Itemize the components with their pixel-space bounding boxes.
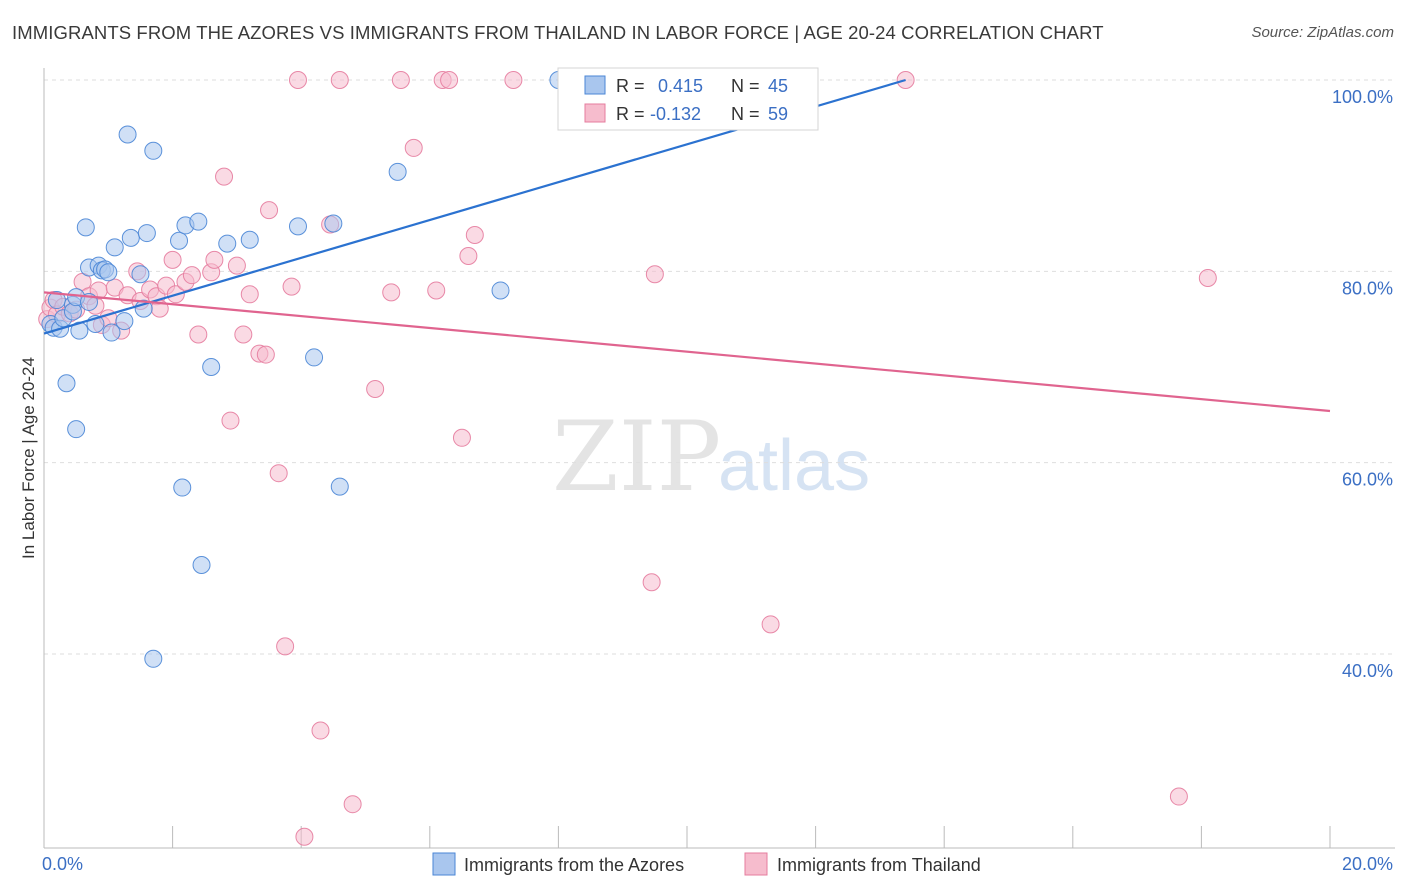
bottom-legend-swatch-thailand <box>744 852 768 876</box>
data-point-thailand <box>459 247 478 266</box>
legend-r-value-azores: 0.415 <box>658 76 703 96</box>
y-tick-label-80: 80.0% <box>1342 278 1393 298</box>
data-point-thailand <box>391 71 410 89</box>
data-point-thailand <box>366 380 385 399</box>
data-point-azores <box>192 556 211 575</box>
series-legend: Immigrants from the Azores Immigrants fr… <box>432 852 981 876</box>
watermark-atlas: atlas <box>718 426 870 506</box>
data-point-azores <box>189 212 208 231</box>
chart-title: IMMIGRANTS FROM THE AZORES VS IMMIGRANTS… <box>12 22 1104 43</box>
data-point-thailand <box>645 265 664 284</box>
gridlines <box>44 79 1395 655</box>
legend-r-label-thailand: R = <box>616 104 645 124</box>
data-point-thailand <box>440 71 459 89</box>
data-point-azores <box>102 323 121 342</box>
data-point-thailand <box>276 637 295 656</box>
data-point-thailand <box>642 573 661 592</box>
data-point-thailand <box>163 250 182 269</box>
data-point-thailand <box>288 71 307 89</box>
data-point-thailand <box>215 167 234 186</box>
data-point-azores <box>491 281 510 300</box>
data-point-thailand <box>343 795 362 814</box>
bottom-legend-swatch-azores <box>432 852 456 876</box>
legend-swatch-thailand <box>584 103 606 123</box>
data-point-thailand <box>1169 787 1188 806</box>
data-point-thailand <box>260 201 279 220</box>
data-point-thailand <box>189 325 208 344</box>
bottom-legend-label-azores: Immigrants from the Azores <box>464 855 684 875</box>
y-tick-label-60: 60.0% <box>1342 470 1393 490</box>
watermark-zip: ZIP <box>552 401 721 513</box>
data-point-azores <box>118 125 137 144</box>
data-point-azores <box>324 214 343 233</box>
data-point-azores <box>202 358 221 376</box>
data-point-azores <box>173 478 192 497</box>
data-point-thailand <box>221 411 240 430</box>
legend-swatch-azores <box>584 75 606 95</box>
legend-r-label-azores: R = <box>616 76 645 96</box>
legend-n-label-azores: N = <box>731 76 760 96</box>
data-point-thailand <box>227 256 246 275</box>
data-point-azores <box>67 420 86 439</box>
trend-line-thailand <box>43 291 1331 413</box>
data-point-azores <box>57 374 76 393</box>
data-point-thailand <box>761 615 780 634</box>
data-point-azores <box>131 265 150 284</box>
x-tick-labels: 0.0% 20.0% <box>42 854 1393 874</box>
data-point-azores <box>330 477 349 496</box>
data-point-thailand <box>404 138 423 157</box>
data-point-thailand <box>205 250 224 269</box>
legend-r-value-thailand: -0.132 <box>650 104 701 124</box>
data-point-thailand <box>330 71 349 89</box>
source-label: Source: ZipAtlas.com <box>1251 24 1394 41</box>
data-point-thailand <box>1198 269 1217 288</box>
data-point-thailand <box>452 428 471 447</box>
legend-n-label-thailand: N = <box>731 104 760 124</box>
data-point-thailand <box>256 345 275 364</box>
data-point-azores <box>305 348 324 367</box>
data-point-thailand <box>465 225 484 244</box>
data-point-thailand <box>504 71 523 89</box>
data-point-azores <box>288 217 307 236</box>
data-point-thailand <box>234 325 253 344</box>
data-point-azores <box>240 230 259 249</box>
data-point-azores <box>76 218 95 237</box>
y-axis-label: In Labor Force | Age 20-24 <box>19 357 38 559</box>
data-point-thailand <box>427 281 446 300</box>
series-azores-points <box>41 71 761 668</box>
data-point-azores <box>115 312 134 331</box>
legend-n-value-thailand: 59 <box>768 104 788 124</box>
data-point-thailand <box>382 283 401 302</box>
data-point-azores <box>218 234 237 253</box>
correlation-legend: R = 0.415 N = 45 R = -0.132 N = 59 <box>557 67 819 131</box>
x-tick-label-1: 20.0% <box>1342 854 1393 874</box>
x-tick-label-0: 0.0% <box>42 854 83 874</box>
y-tick-label-40: 40.0% <box>1342 661 1393 681</box>
data-point-azores <box>121 228 140 247</box>
data-point-thailand <box>311 721 330 740</box>
data-point-azores <box>105 238 124 257</box>
data-point-azores <box>144 649 163 668</box>
data-point-thailand <box>295 827 314 846</box>
axes <box>43 68 1395 849</box>
legend-n-value-azores: 45 <box>768 76 788 96</box>
data-point-azores <box>99 263 118 282</box>
data-point-thailand <box>269 464 288 483</box>
data-point-thailand <box>182 266 201 285</box>
y-tick-label-100: 100.0% <box>1332 87 1393 107</box>
data-point-azores <box>388 162 407 181</box>
data-point-thailand <box>282 277 301 296</box>
data-point-thailand <box>240 285 259 304</box>
data-point-azores <box>137 224 156 243</box>
y-tick-labels: 40.0% 60.0% 80.0% 100.0% <box>1332 87 1393 681</box>
data-point-azores <box>144 141 163 160</box>
data-point-azores <box>170 231 189 250</box>
bottom-legend-label-thailand: Immigrants from Thailand <box>777 855 981 875</box>
